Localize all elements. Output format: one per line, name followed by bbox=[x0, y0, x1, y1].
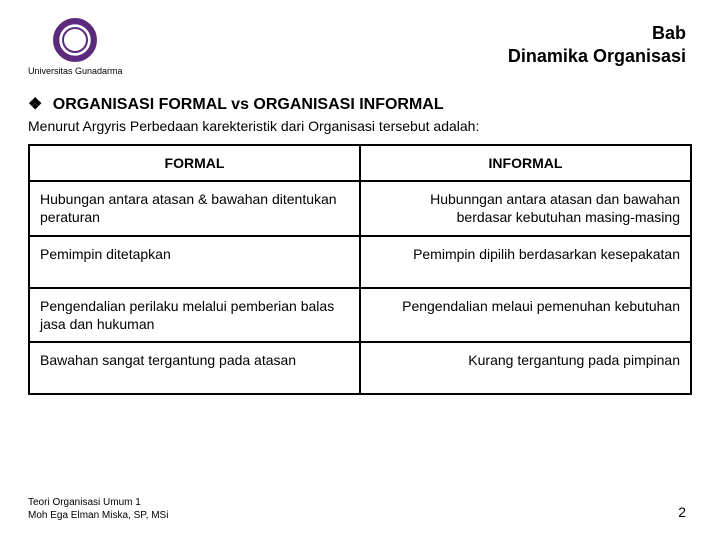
section-subtitle: Menurut Argyris Perbedaan karekteristik … bbox=[28, 118, 692, 134]
footer-line-1: Teori Organisasi Umum 1 bbox=[28, 496, 168, 509]
university-name: Universitas Gunadarma bbox=[28, 66, 123, 76]
footer: Teori Organisasi Umum 1 Moh Ega Elman Mi… bbox=[28, 496, 168, 522]
chapter-title: Bab Dinamika Organisasi bbox=[508, 18, 692, 67]
col-header-informal: INFORMAL bbox=[360, 145, 691, 181]
logo-block: Universitas Gunadarma bbox=[28, 18, 123, 76]
comparison-table: FORMAL INFORMAL Hubungan antara atasan &… bbox=[28, 144, 692, 395]
table-row: Pengendalian perilaku melalui pemberian … bbox=[29, 288, 691, 342]
cell-formal: Bawahan sangat tergantung pada atasan bbox=[29, 342, 360, 394]
bullet-icon: ❖ bbox=[28, 96, 42, 113]
header: Universitas Gunadarma Bab Dinamika Organ… bbox=[28, 18, 692, 76]
page-number: 2 bbox=[678, 504, 686, 520]
title-line-1: Bab bbox=[508, 22, 686, 45]
table-row: Bawahan sangat tergantung pada atasan Ku… bbox=[29, 342, 691, 394]
title-line-2: Dinamika Organisasi bbox=[508, 45, 686, 68]
cell-informal: Pengendalian melaui pemenuhan kebutuhan bbox=[360, 288, 691, 342]
table-row: Hubungan antara atasan & bawahan ditentu… bbox=[29, 181, 691, 235]
table-header-row: FORMAL INFORMAL bbox=[29, 145, 691, 181]
cell-informal: Kurang tergantung pada pimpinan bbox=[360, 342, 691, 394]
section-heading: ❖ ORGANISASI FORMAL vs ORGANISASI INFORM… bbox=[28, 94, 692, 114]
col-header-formal: FORMAL bbox=[29, 145, 360, 181]
table-row: Pemimpin ditetapkan Pemimpin dipilih ber… bbox=[29, 236, 691, 288]
cell-informal: Pemimpin dipilih berdasarkan kesepakatan bbox=[360, 236, 691, 288]
cell-informal: Hubunngan antara atasan dan bawahan berd… bbox=[360, 181, 691, 235]
section-title-text: ORGANISASI FORMAL vs ORGANISASI INFORMAL bbox=[53, 96, 444, 113]
university-logo-icon bbox=[53, 18, 97, 62]
cell-formal: Pengendalian perilaku melalui pemberian … bbox=[29, 288, 360, 342]
cell-formal: Hubungan antara atasan & bawahan ditentu… bbox=[29, 181, 360, 235]
footer-line-2: Moh Ega Elman Miska, SP, MSi bbox=[28, 509, 168, 522]
cell-formal: Pemimpin ditetapkan bbox=[29, 236, 360, 288]
